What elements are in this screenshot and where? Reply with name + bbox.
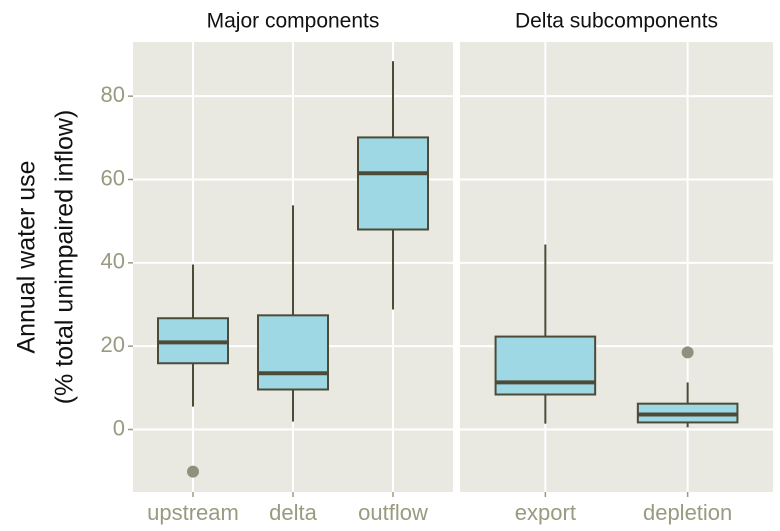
y-axis-label: (% total unimpaired inflow) — [51, 110, 79, 405]
x-tick-label: outflow — [358, 500, 428, 525]
y-tick-label: 40 — [101, 249, 125, 274]
outlier — [187, 465, 199, 478]
y-tick-label: 20 — [101, 332, 125, 357]
y-tick-label: 0 — [113, 415, 125, 440]
box — [357, 136, 429, 231]
x-tick-label: depletion — [643, 500, 732, 525]
box — [257, 314, 329, 391]
x-tick-label: upstream — [147, 500, 239, 525]
x-tick-label: delta — [269, 500, 317, 525]
outlier — [681, 346, 694, 359]
y-tick-label: 80 — [101, 82, 125, 107]
panel-background — [460, 42, 773, 492]
box — [494, 335, 597, 396]
x-tick-label: export — [515, 500, 576, 525]
strip-title: Major components — [207, 10, 380, 33]
y-tick-label: 60 — [101, 165, 125, 190]
y-axis-label: Annual water use — [13, 160, 41, 353]
strip-title: Delta subcomponents — [515, 10, 718, 33]
